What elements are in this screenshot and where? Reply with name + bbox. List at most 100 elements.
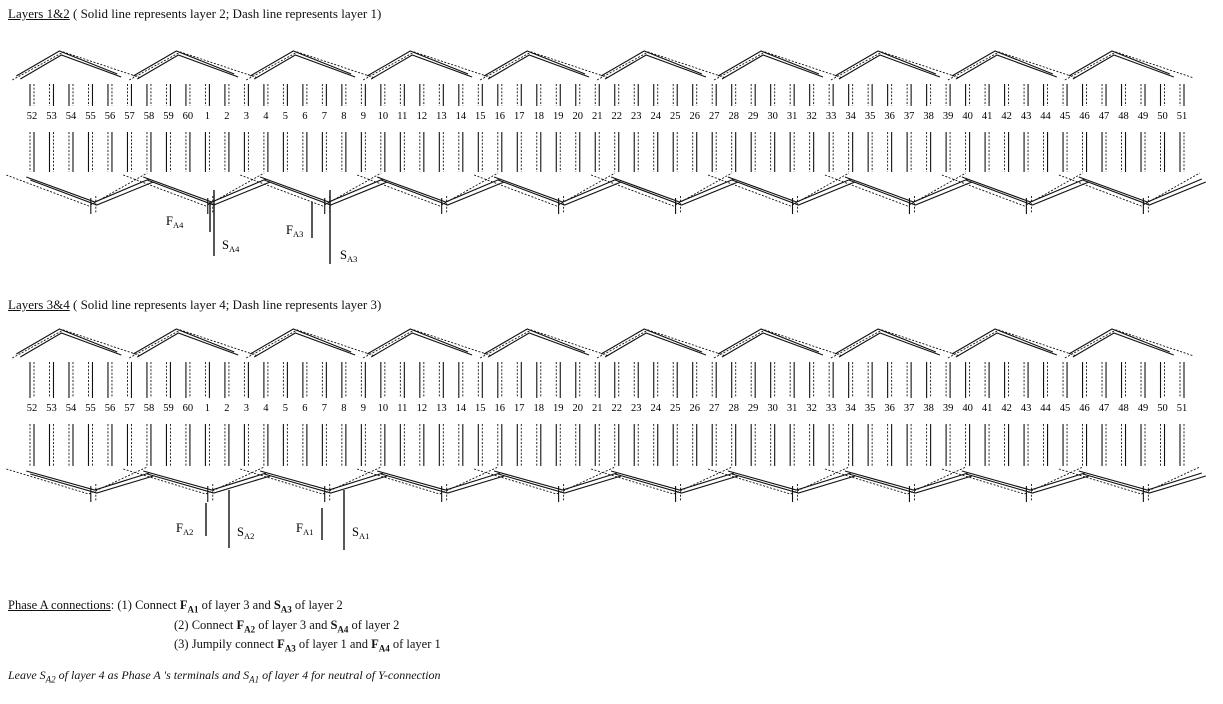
slot-number: 46 xyxy=(1079,403,1090,414)
slot-number: 49 xyxy=(1138,111,1149,122)
terminal-label-sa4: SA4 xyxy=(222,238,240,254)
slot-number: 28 xyxy=(728,403,739,414)
slot-number: 40 xyxy=(962,403,973,414)
slot-number: 49 xyxy=(1138,403,1149,414)
slot-number: 23 xyxy=(631,111,642,122)
conn2-pre: (2) Connect xyxy=(174,618,236,632)
end-turn-top-dashed xyxy=(714,52,843,80)
terminal-label-fa2: FA2 xyxy=(176,521,193,537)
end-turn-top-dashed xyxy=(246,330,375,358)
note-t2: of layer 4 as Phase A 's terminals and xyxy=(56,668,243,682)
slot-number: 41 xyxy=(982,403,993,414)
slot-number: 58 xyxy=(144,111,155,122)
slot-number: 44 xyxy=(1040,403,1051,414)
slot-number: 12 xyxy=(417,403,428,414)
slot-number: 56 xyxy=(105,403,116,414)
slot-number: 14 xyxy=(456,111,467,122)
conn3-post: of layer 1 xyxy=(390,637,441,651)
conn2-b-sub: A4 xyxy=(337,624,348,634)
slot-number: 18 xyxy=(534,111,545,122)
slot-number: 28 xyxy=(728,111,739,122)
slot-number: 57 xyxy=(124,111,135,122)
slot-number: 34 xyxy=(845,403,856,414)
slot-number: 32 xyxy=(806,403,817,414)
note-s2-sub: A1 xyxy=(249,674,259,684)
slot-number: 54 xyxy=(66,403,77,414)
winding-diagram-layers-3-4: 5253545556575859601234567891011121314151… xyxy=(0,318,1223,563)
slot-number: 3 xyxy=(244,111,249,122)
slot-number: 30 xyxy=(767,403,778,414)
slot-number: 26 xyxy=(689,403,700,414)
end-turn-top-dashed xyxy=(246,52,375,80)
end-turn-top-dashed xyxy=(480,330,609,358)
y-connection-note: Leave SA2 of layer 4 as Phase A 's termi… xyxy=(8,668,441,684)
end-turn-top-dashed xyxy=(831,52,960,80)
slot-number: 15 xyxy=(475,111,486,122)
coil-group xyxy=(6,51,1205,264)
conn3-a-sub: A3 xyxy=(285,644,296,654)
section1-title: Layers 1&2 ( Solid line represents layer… xyxy=(8,6,381,22)
slot-number: 31 xyxy=(787,403,798,414)
terminal-label-sa1: SA1 xyxy=(352,525,369,541)
slot-number: 19 xyxy=(553,403,564,414)
end-turn-top-dashed xyxy=(12,52,141,80)
slot-number: 9 xyxy=(361,111,366,122)
slot-number: 8 xyxy=(341,111,346,122)
end-turn-top-dashed xyxy=(597,330,726,358)
coil-group xyxy=(6,329,1205,550)
slot-number: 56 xyxy=(105,111,116,122)
slot-number: 13 xyxy=(436,111,447,122)
slot-number: 55 xyxy=(85,403,96,414)
conn1-post: of layer 2 xyxy=(292,598,343,612)
slot-number: 5 xyxy=(283,111,288,122)
connection-row-3: (3) Jumpily connect FA3 of layer 1 and F… xyxy=(8,637,441,657)
slot-number: 43 xyxy=(1021,403,1032,414)
section2-title: Layers 3&4 ( Solid line represents layer… xyxy=(8,297,381,313)
slot-number: 60 xyxy=(183,403,194,414)
slot-number: 48 xyxy=(1118,111,1129,122)
slot-number: 42 xyxy=(1001,403,1012,414)
slot-number: 53 xyxy=(46,403,57,414)
slot-number: 46 xyxy=(1079,111,1090,122)
slot-number: 24 xyxy=(650,111,661,122)
slot-number: 10 xyxy=(378,111,389,122)
slot-number: 60 xyxy=(183,111,194,122)
slot-number: 59 xyxy=(163,111,174,122)
slot-number: 44 xyxy=(1040,111,1051,122)
terminal-label-sa3: SA3 xyxy=(340,248,357,264)
end-turn-top-dashed xyxy=(714,330,843,358)
connections-heading: Phase A connections xyxy=(8,598,111,612)
conn1-b: S xyxy=(274,598,281,612)
slot-number: 17 xyxy=(514,403,525,414)
phase-a-connections: Phase A connections: (1) Connect FA1 of … xyxy=(8,598,441,657)
winding-diagram-layers-1-2: 5253545556575859601234567891011121314151… xyxy=(0,40,1223,270)
slot-number: 36 xyxy=(884,111,895,122)
slot-number: 50 xyxy=(1157,111,1168,122)
slot-number: 43 xyxy=(1021,111,1032,122)
slot-number: 47 xyxy=(1099,403,1110,414)
slot-number: 15 xyxy=(475,403,486,414)
slot-number: 16 xyxy=(495,403,506,414)
slot-number: 7 xyxy=(322,111,327,122)
slot-number: 10 xyxy=(378,403,389,414)
slot-number: 51 xyxy=(1177,403,1188,414)
slot-number: 29 xyxy=(748,403,759,414)
slot-number: 2 xyxy=(224,403,229,414)
end-turn-top-dashed xyxy=(948,52,1077,80)
slot-number: 22 xyxy=(611,111,622,122)
slot-number: 2 xyxy=(224,111,229,122)
slot-number: 6 xyxy=(302,111,307,122)
slot-number: 39 xyxy=(943,111,954,122)
slot-number: 52 xyxy=(27,403,38,414)
slot-number: 42 xyxy=(1001,111,1012,122)
slot-number: 19 xyxy=(553,111,564,122)
section1-subtitle: ( Solid line represents layer 2; Dash li… xyxy=(73,6,381,21)
slot-number: 45 xyxy=(1060,111,1071,122)
slot-number: 54 xyxy=(66,111,77,122)
slot-number: 36 xyxy=(884,403,895,414)
conn1-b-sub: A3 xyxy=(281,605,292,615)
slot-number: 52 xyxy=(27,111,38,122)
slot-number: 1 xyxy=(205,403,210,414)
conn1-a-sub: A1 xyxy=(188,605,199,615)
slot-number: 40 xyxy=(962,111,973,122)
